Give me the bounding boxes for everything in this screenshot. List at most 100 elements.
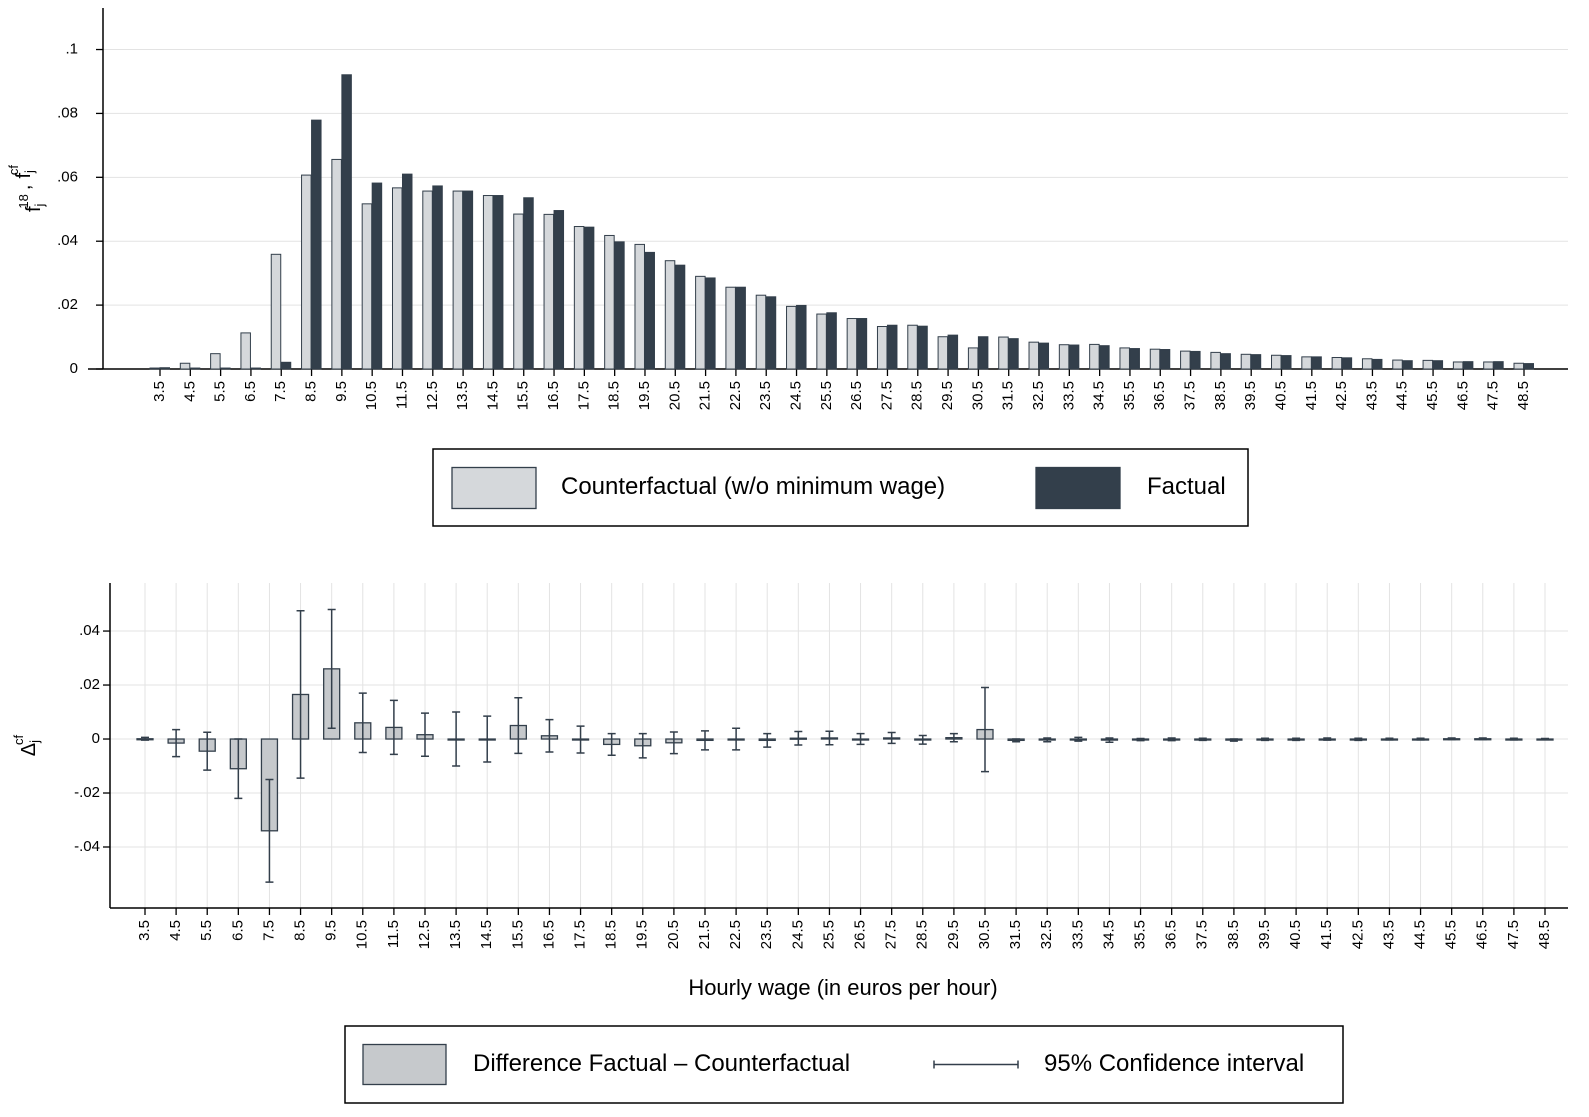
bar <box>1271 354 1282 370</box>
x-tick-label: 23.5 <box>758 920 775 949</box>
bar <box>573 226 585 370</box>
error-bar <box>421 712 429 758</box>
x-tick-label: 11.5 <box>393 381 410 409</box>
y-tick-label: .06 <box>57 168 78 185</box>
bar <box>583 226 595 370</box>
x-tick-label: 25.5 <box>820 920 837 949</box>
x-tick-label: 38.5 <box>1212 381 1229 410</box>
bar <box>341 74 352 370</box>
x-tick-label: 9.5 <box>333 381 350 402</box>
bar <box>614 241 625 370</box>
x-tick-label: 30.5 <box>976 920 993 949</box>
bar <box>1250 354 1262 370</box>
x-tick-label: 16.5 <box>540 920 557 949</box>
error-bar <box>918 734 927 745</box>
x-tick-label: 36.5 <box>1163 920 1180 949</box>
error-bar <box>358 692 367 754</box>
bar <box>1392 359 1403 370</box>
error-bar <box>545 718 554 753</box>
error-bar <box>1105 737 1114 744</box>
error-bar <box>669 731 678 755</box>
bar <box>1038 342 1050 370</box>
x-tick-label: 17.5 <box>572 920 589 949</box>
bar <box>331 158 342 370</box>
x-tick-label: 47.5 <box>1505 920 1522 949</box>
error-bar <box>1261 737 1269 742</box>
error-bar <box>1198 737 1207 742</box>
x-tick-label: 19.5 <box>636 381 653 410</box>
y-axis-label-sub: j <box>22 170 37 174</box>
bar <box>755 294 767 370</box>
legend-label: Factual <box>1147 473 1226 500</box>
bar <box>705 277 716 370</box>
bar <box>1240 353 1252 370</box>
bar <box>1281 355 1292 370</box>
x-tick-label: 4.5 <box>181 381 198 402</box>
x-tick-label: 42.5 <box>1349 920 1366 949</box>
bar <box>604 234 615 370</box>
bar <box>886 324 898 370</box>
bar <box>1190 350 1201 370</box>
legend-label: Difference Factual – Counterfactual <box>473 1050 850 1077</box>
error-bar <box>265 778 274 883</box>
bar <box>765 296 777 370</box>
legend-label: Counterfactual (w/o minimum wage) <box>561 473 945 500</box>
error-bar <box>1385 737 1394 741</box>
x-tick-label: 22.5 <box>727 920 744 949</box>
bar <box>1483 361 1494 370</box>
bar <box>1422 359 1434 370</box>
x-tick-label: 13.5 <box>454 381 471 410</box>
x-tick-label: 41.5 <box>1303 381 1320 410</box>
x-tick-label: 33.5 <box>1060 381 1077 410</box>
y-axis-label-sup: 18 <box>16 194 31 208</box>
bar <box>1149 348 1161 370</box>
bar <box>210 353 221 370</box>
bar <box>189 367 201 370</box>
y-tick-label: -.02 <box>74 784 100 801</box>
bar <box>523 197 534 370</box>
error-bar <box>949 732 958 743</box>
x-tick-label: 34.5 <box>1091 381 1108 410</box>
bar <box>301 174 312 370</box>
bar <box>1159 349 1171 370</box>
error-bar <box>327 608 336 729</box>
bar <box>917 325 928 370</box>
x-tick-label: 10.5 <box>354 920 371 949</box>
x-tick-label: 21.5 <box>696 920 713 949</box>
bar <box>977 336 989 370</box>
error-bar <box>1043 737 1052 743</box>
x-tick-label: 15.5 <box>509 920 526 949</box>
bar <box>1311 356 1322 370</box>
bar <box>401 173 413 370</box>
y-tick-label: -.04 <box>74 838 100 855</box>
bar <box>1210 351 1221 370</box>
x-tick-label: 24.5 <box>789 920 806 949</box>
bar <box>1432 360 1444 370</box>
x-tick-label: 44.5 <box>1394 381 1411 410</box>
bar <box>220 367 231 370</box>
bar <box>1452 361 1464 370</box>
bar <box>1220 353 1231 370</box>
y-axis-label-sub: j <box>27 740 42 744</box>
x-tick-label: 21.5 <box>697 381 714 410</box>
x-tick-label: 43.5 <box>1363 381 1380 410</box>
x-tick-label: 45.5 <box>1443 920 1460 949</box>
y-axis-label: Δjcf <box>11 734 42 756</box>
x-axis-label: Hourly wage (in euros per hour) <box>688 975 997 1000</box>
x-tick-label: 32.5 <box>1038 920 1055 949</box>
error-bar <box>1509 737 1518 741</box>
x-tick-label: 18.5 <box>606 381 623 410</box>
x-tick-label: 18.5 <box>603 920 620 949</box>
x-tick-label: 48.5 <box>1536 920 1553 949</box>
error-bar <box>825 730 834 746</box>
bar <box>1180 350 1191 370</box>
error-bar <box>576 725 585 754</box>
bar <box>371 182 383 370</box>
bar <box>786 305 797 370</box>
x-tick-label: 20.5 <box>666 381 683 410</box>
error-bar <box>638 732 647 759</box>
bar <box>1129 348 1140 370</box>
bar <box>513 213 524 370</box>
x-tick-label: 26.5 <box>848 381 865 410</box>
